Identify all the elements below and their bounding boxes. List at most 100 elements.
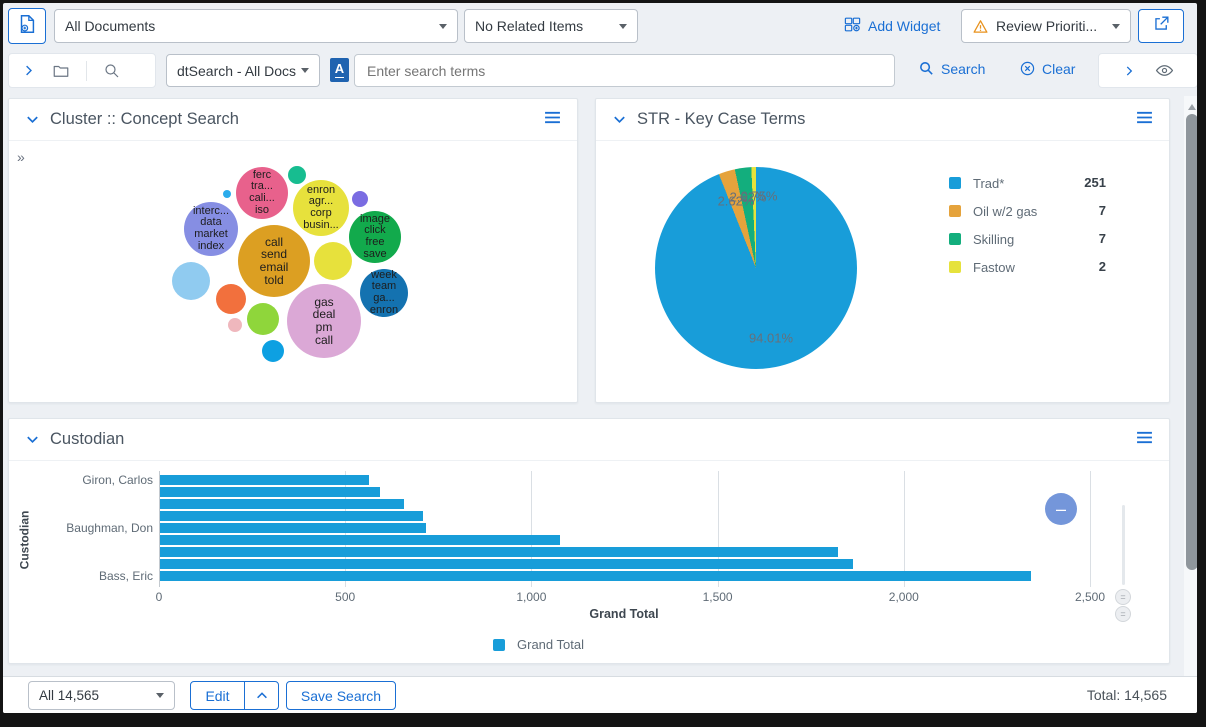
chart-zoom-out-button[interactable]: – <box>1045 493 1077 525</box>
cluster-bubble[interactable]: call send email told <box>238 225 310 297</box>
key-terms-widget: STR - Key Case Terms 94.01% 2.62% 2.62% 0.7… <box>595 98 1170 403</box>
legend-label: Skilling <box>973 231 1015 247</box>
saved-search-dropdown[interactable]: All Documents <box>54 9 458 43</box>
pie-legend-row[interactable]: Skilling <box>949 231 1014 247</box>
custodian-bar[interactable] <box>160 511 423 521</box>
bubble-label-line: click <box>364 224 386 237</box>
cluster-bubble[interactable] <box>288 166 306 184</box>
chevron-right-icon[interactable] <box>1122 64 1136 78</box>
bubble-label-line: ferc <box>252 168 272 181</box>
cluster-bubble[interactable] <box>228 318 242 332</box>
x-tick-label: 500 <box>335 590 356 604</box>
cluster-bubble[interactable]: enron agr... corp busin... <box>293 180 349 236</box>
chevron-down-icon <box>619 23 627 33</box>
bubble-label-line: pm <box>315 320 333 334</box>
eye-icon[interactable] <box>1155 61 1174 80</box>
cluster-bubble[interactable]: image click free save <box>349 211 401 263</box>
custodian-bar[interactable] <box>160 499 404 509</box>
edit-expand-button[interactable] <box>244 681 279 710</box>
clear-button[interactable]: Clear <box>1019 60 1075 77</box>
related-items-dropdown-value: No Related Items <box>475 18 584 34</box>
bubble-label-line: cali... <box>249 192 275 204</box>
legend-swatch <box>493 638 505 651</box>
custodian-bar[interactable] <box>160 475 369 485</box>
total-count: Total: 14,565 <box>1086 687 1167 703</box>
custodian-bar[interactable] <box>160 535 561 545</box>
new-document-button[interactable] <box>8 8 46 44</box>
custodian-bar[interactable] <box>160 523 427 533</box>
custodian-bar[interactable] <box>160 487 380 497</box>
legend-value: 2 <box>1098 259 1106 274</box>
chevron-down-icon[interactable] <box>25 432 40 447</box>
cluster-bubble[interactable]: gas deal pm call <box>287 284 361 358</box>
cluster-bubble[interactable]: ferc tra... cali... iso <box>236 167 288 219</box>
viewer-panel <box>1098 53 1197 88</box>
widget-menu-icon[interactable] <box>544 111 561 129</box>
magnifier-icon[interactable] <box>103 62 121 80</box>
chevron-down-icon[interactable] <box>25 112 40 127</box>
cluster-bubble[interactable] <box>216 284 246 314</box>
bar-legend: Grand Total <box>493 637 584 652</box>
pie-legend-row[interactable]: Oil w/2 gas <box>949 203 1037 219</box>
cluster-bubble[interactable] <box>262 340 284 362</box>
custodian-category-label: Giron, Carlos <box>82 473 153 487</box>
key-terms-widget-title: STR - Key Case Terms <box>637 110 806 128</box>
cluster-bubble[interactable] <box>223 190 231 198</box>
search-type-dropdown[interactable]: dtSearch - All Docs <box>166 54 320 87</box>
export-button[interactable] <box>1138 9 1184 43</box>
x-tick-label: 0 <box>155 590 163 604</box>
page-scrollbar[interactable] <box>1184 96 1197 676</box>
pie-chart[interactable] <box>655 167 857 369</box>
bubble-label-line: call <box>314 332 333 347</box>
chart-range-slider[interactable] <box>1122 505 1125 585</box>
pie-legend-row[interactable]: Trad* <box>949 175 1004 191</box>
widget-menu-icon[interactable] <box>1136 111 1153 129</box>
cluster-bubble[interactable] <box>172 262 210 300</box>
cluster-bubble[interactable]: interc... data market index <box>184 202 238 256</box>
scrollbar-thumb[interactable] <box>1186 114 1197 570</box>
custodian-bar[interactable] <box>160 571 1032 581</box>
custodian-bar[interactable] <box>160 559 853 569</box>
bubble-label-line: data <box>200 216 222 229</box>
legend-label: Fastow <box>973 259 1015 275</box>
expand-panel-icon[interactable] <box>21 63 36 78</box>
dtsearch-a-icon[interactable]: A <box>330 58 349 82</box>
cluster-collapse-marker[interactable]: » <box>17 149 25 165</box>
saved-search-dropdown-value: All Documents <box>65 18 156 34</box>
search-button[interactable]: Search <box>918 60 985 77</box>
bubble-label-line: tra... <box>250 180 273 193</box>
bubble-label-line: save <box>363 247 387 260</box>
edit-button[interactable]: Edit <box>190 681 245 710</box>
review-queue-dropdown-value: Review Prioriti... <box>996 18 1098 34</box>
cluster-bubble[interactable] <box>314 242 352 280</box>
bar-chart: 0 500 1,000 1,500 2,000 2,500 Giron, Carlos Bau… <box>9 419 1169 663</box>
result-scope-dropdown[interactable]: All 14,565 <box>28 681 175 710</box>
save-search-button[interactable]: Save Search <box>286 681 396 710</box>
bubble-label-line: deal <box>312 307 336 322</box>
x-tick-label: 2,500 <box>1074 590 1106 604</box>
export-icon <box>1152 14 1171 38</box>
chart-range-handle-bottom[interactable]: = <box>1115 606 1131 622</box>
add-widget-button[interactable]: Add Widget <box>843 15 940 37</box>
cluster-bubble[interactable]: week team ga... enron <box>360 269 408 317</box>
cluster-bubble[interactable] <box>247 303 279 335</box>
cluster-widget-title: Cluster :: Concept Search <box>50 110 239 128</box>
widget-menu-icon[interactable] <box>1136 431 1153 449</box>
legend-label: Grand Total <box>517 637 584 652</box>
pie-legend: Trad* 251 Oil w/2 gas 7 Skilling 7 Fastow 2 <box>596 99 1169 402</box>
chevron-down-icon[interactable] <box>612 112 627 127</box>
folder-icon[interactable] <box>52 62 70 80</box>
bubble-label-line: interc... <box>192 204 230 217</box>
chart-range-handle-top[interactable]: = <box>1115 589 1131 605</box>
search-input[interactable] <box>354 54 895 87</box>
chevron-down-icon <box>301 68 309 77</box>
x-tick-label: 2,000 <box>888 590 919 604</box>
related-items-dropdown[interactable]: No Related Items <box>464 9 638 43</box>
pie-legend-row[interactable]: Fastow <box>949 259 1015 275</box>
cluster-bubble[interactable] <box>352 191 368 207</box>
gridline <box>903 471 905 587</box>
scrollbar-up-arrow[interactable] <box>1188 100 1196 110</box>
review-queue-dropdown[interactable]: Review Prioriti... <box>961 9 1131 43</box>
chevron-down-icon <box>1112 23 1120 33</box>
custodian-bar[interactable] <box>160 547 838 557</box>
